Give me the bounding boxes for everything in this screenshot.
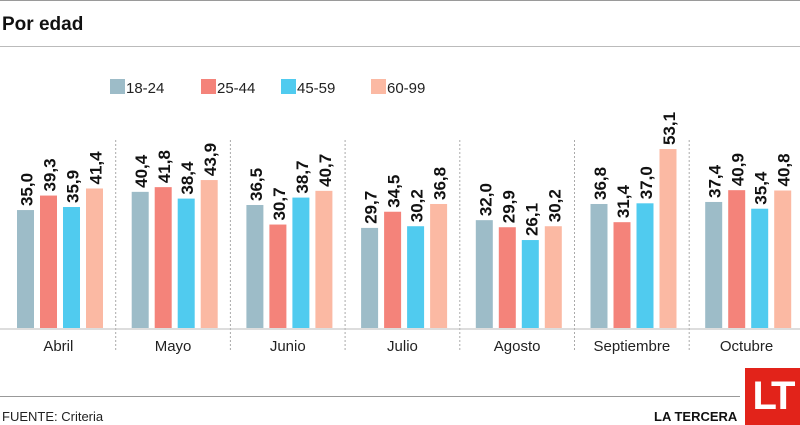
- data-label: 40,4: [132, 154, 151, 188]
- category-label-Agosto: Agosto: [494, 338, 541, 355]
- top-rule: [0, 0, 800, 1]
- brand-logo: LT: [745, 368, 800, 425]
- data-label: 30,2: [408, 189, 427, 222]
- bar-25-44-Junio: [269, 224, 287, 328]
- data-label: 32,0: [476, 183, 495, 216]
- data-label: 35,4: [752, 171, 771, 205]
- bar-18-24-Junio: [246, 204, 264, 328]
- legend-label-25-44: 25-44: [217, 80, 255, 97]
- data-label: 53,1: [660, 112, 679, 145]
- bar-45-59-Octubre: [751, 208, 769, 328]
- chart-title: Por edad: [2, 14, 84, 35]
- data-label: 26,1: [522, 203, 541, 236]
- category-label-Junio: Junio: [270, 338, 306, 355]
- data-label: 36,8: [431, 167, 450, 200]
- bar-60-99-Julio: [430, 203, 448, 328]
- bar-25-44-Octubre: [728, 190, 746, 328]
- bar-45-59-Julio: [407, 226, 425, 328]
- bar-60-99-Agosto: [544, 226, 562, 328]
- bar-25-44-Mayo: [154, 187, 172, 328]
- data-label: 40,7: [316, 154, 335, 187]
- data-label: 39,3: [41, 158, 60, 191]
- bar-60-99-Octubre: [774, 190, 792, 328]
- bar-45-59-Junio: [292, 197, 310, 328]
- legend-label-18-24: 18-24: [126, 80, 164, 97]
- data-label: 29,9: [499, 190, 518, 223]
- data-label: 29,7: [362, 191, 381, 224]
- bar-25-44-Septiembre: [613, 222, 631, 328]
- source-note: FUENTE: Criteria: [2, 409, 104, 424]
- data-label: 37,0: [637, 166, 656, 199]
- category-label-Julio: Julio: [387, 338, 418, 355]
- bar-18-24-Abril: [17, 210, 34, 328]
- bar-60-99-Mayo: [200, 180, 218, 328]
- legend-label-60-99: 60-99: [387, 80, 425, 97]
- data-label: 35,9: [64, 170, 83, 203]
- data-label: 30,2: [545, 189, 564, 222]
- bottom-rule: [0, 396, 740, 397]
- bar-60-99-Junio: [315, 190, 333, 328]
- data-label: 38,4: [178, 161, 197, 195]
- data-label: 43,9: [201, 143, 220, 176]
- bar-18-24-Octubre: [705, 201, 723, 328]
- bar-18-24-Mayo: [131, 191, 149, 328]
- category-label-Septiembre: Septiembre: [593, 338, 670, 355]
- data-label: 41,8: [155, 150, 174, 183]
- legend-swatch-60-99: [371, 79, 386, 94]
- bar-25-44-Julio: [384, 211, 402, 328]
- data-label: 34,5: [385, 175, 404, 208]
- bar-45-59-Abril: [63, 207, 80, 328]
- data-label: 40,9: [729, 153, 748, 186]
- category-label-Abril: Abril: [43, 338, 73, 355]
- legend-swatch-45-59: [281, 79, 296, 94]
- data-label: 31,4: [614, 185, 633, 219]
- title-rule: [0, 46, 800, 47]
- bar-60-99-Abril: [86, 188, 103, 328]
- bar-18-24-Agosto: [475, 220, 493, 328]
- legend-swatch-25-44: [201, 79, 216, 94]
- bar-25-44-Abril: [40, 195, 57, 328]
- bar-25-44-Agosto: [498, 227, 516, 328]
- data-label: 37,4: [706, 164, 725, 198]
- data-label: 38,7: [293, 160, 312, 193]
- brand-name: LA TERCERA: [654, 409, 738, 424]
- bar-45-59-Mayo: [177, 198, 195, 328]
- legend-label-45-59: 45-59: [297, 80, 335, 97]
- data-label: 36,8: [591, 167, 610, 200]
- category-label-Octubre: Octubre: [720, 338, 773, 355]
- data-label: 40,8: [775, 153, 794, 186]
- data-label: 35,0: [18, 173, 37, 206]
- bar-45-59-Agosto: [521, 240, 539, 328]
- data-label: 41,4: [87, 151, 106, 185]
- category-label-Mayo: Mayo: [155, 338, 192, 355]
- bar-chart: 18-24 25-44 45-59 60-99 35,0 39,3 35,941,4 Abri…: [0, 79, 800, 355]
- bar-18-24-Julio: [361, 227, 379, 328]
- data-label: 30,7: [270, 187, 289, 220]
- bar-60-99-Septiembre: [659, 149, 677, 328]
- legend-swatch-18-24: [110, 79, 125, 94]
- data-label: 36,5: [247, 168, 266, 201]
- bar-45-59-Septiembre: [636, 203, 654, 328]
- bar-18-24-Septiembre: [590, 203, 608, 328]
